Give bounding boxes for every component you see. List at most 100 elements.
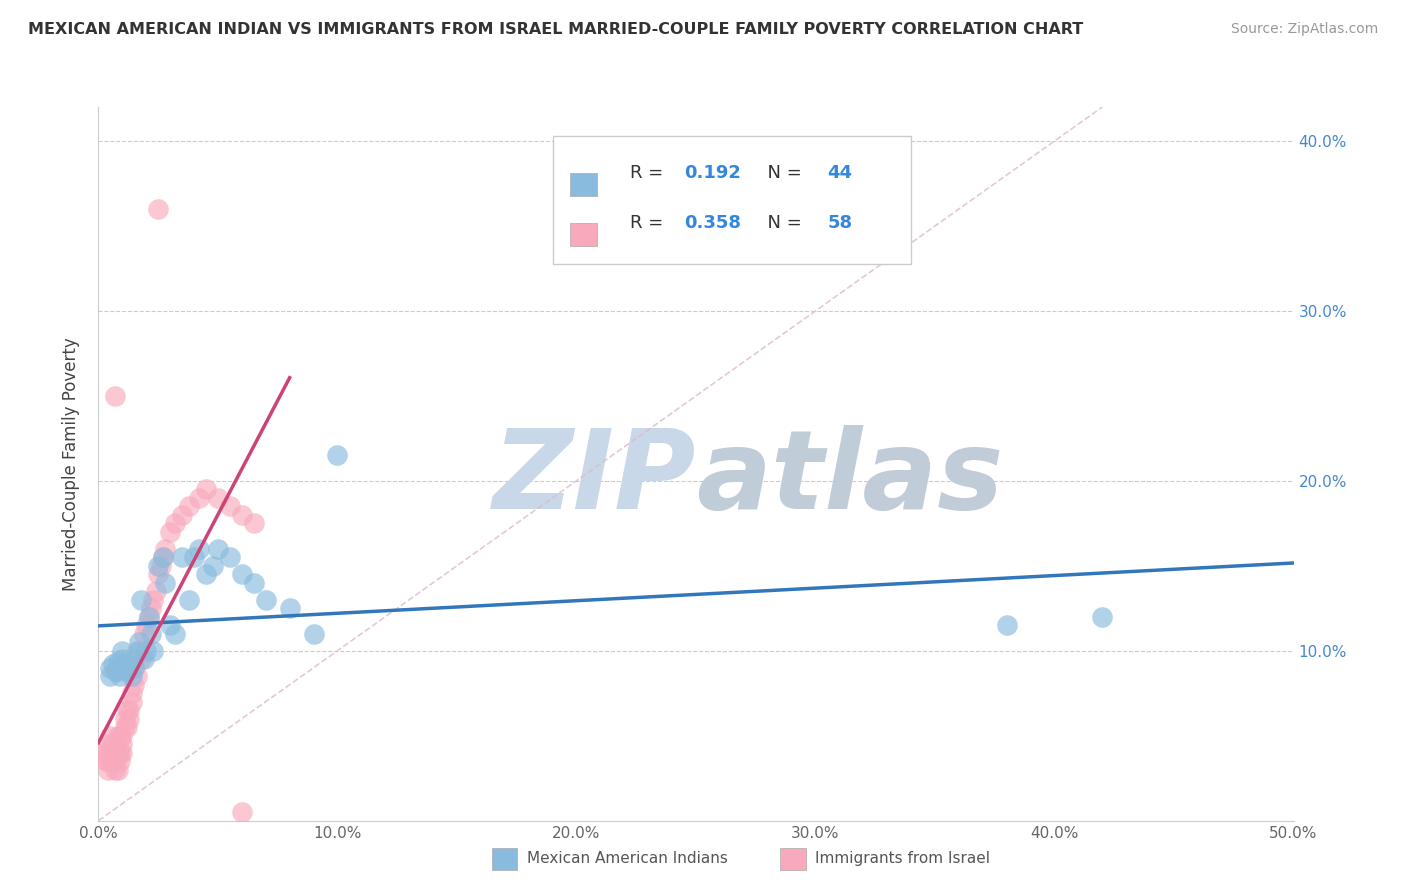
Point — [104, 746, 127, 760]
Point — [125, 669, 148, 683]
Point — [155, 541, 177, 556]
Point — [111, 746, 134, 760]
Point — [148, 558, 170, 573]
Point — [121, 686, 143, 700]
Bar — [571, 223, 596, 246]
Bar — [553, 136, 911, 264]
Point — [114, 712, 136, 726]
Point — [108, 729, 131, 743]
Point — [98, 661, 122, 675]
Point — [187, 491, 209, 505]
Point — [243, 575, 266, 590]
Text: atlas: atlas — [696, 425, 1004, 532]
Point — [124, 661, 146, 675]
Point — [149, 558, 172, 573]
Point — [118, 712, 141, 726]
Point — [219, 550, 242, 565]
Point — [115, 664, 138, 678]
Point — [145, 584, 167, 599]
Point — [148, 202, 170, 216]
Text: 44: 44 — [827, 164, 852, 182]
Point — [231, 508, 253, 522]
Point — [995, 618, 1018, 632]
Point — [97, 763, 120, 777]
Point — [121, 669, 143, 683]
Point — [128, 644, 150, 658]
Point — [128, 635, 150, 649]
Text: N =: N = — [756, 214, 807, 232]
Point — [155, 575, 177, 590]
Point — [159, 618, 181, 632]
Point — [131, 652, 153, 666]
Point — [125, 644, 148, 658]
Text: MEXICAN AMERICAN INDIAN VS IMMIGRANTS FROM ISRAEL MARRIED-COUPLE FAMILY POVERTY : MEXICAN AMERICAN INDIAN VS IMMIGRANTS FR… — [28, 22, 1084, 37]
Point — [194, 483, 218, 497]
Point — [254, 592, 277, 607]
Point — [172, 508, 194, 522]
Point — [243, 516, 266, 531]
Point — [207, 541, 229, 556]
Point — [152, 550, 174, 565]
Point — [138, 609, 160, 624]
Point — [107, 746, 129, 760]
Point — [135, 618, 157, 632]
Point — [108, 754, 131, 768]
Point — [179, 592, 201, 607]
Point — [148, 567, 170, 582]
Point — [163, 626, 186, 640]
Point — [108, 669, 131, 683]
Point — [159, 524, 181, 539]
Point — [111, 644, 134, 658]
Point — [187, 541, 209, 556]
Point — [326, 448, 349, 462]
Point — [94, 746, 117, 760]
Point — [98, 729, 122, 743]
Point — [302, 626, 325, 640]
Point — [104, 763, 127, 777]
Point — [118, 661, 141, 675]
Point — [101, 746, 124, 760]
Point — [231, 567, 253, 582]
Point — [194, 567, 218, 582]
Point — [118, 703, 141, 717]
Point — [107, 729, 129, 743]
Point — [98, 669, 122, 683]
Point — [172, 550, 194, 565]
Point — [114, 657, 136, 672]
Text: ZIP: ZIP — [492, 425, 696, 532]
Point — [91, 746, 114, 760]
Point — [108, 746, 131, 760]
Point — [107, 654, 129, 668]
Point — [142, 644, 165, 658]
Point — [115, 703, 138, 717]
Point — [202, 558, 225, 573]
Point — [124, 661, 146, 675]
Point — [111, 652, 134, 666]
Y-axis label: Married-Couple Family Poverty: Married-Couple Family Poverty — [62, 337, 80, 591]
Point — [131, 592, 153, 607]
Point — [101, 737, 124, 751]
Point — [138, 609, 160, 624]
Point — [139, 626, 162, 640]
Point — [1091, 609, 1114, 624]
Point — [104, 664, 127, 678]
Point — [98, 737, 122, 751]
Point — [142, 592, 165, 607]
Text: Source: ZipAtlas.com: Source: ZipAtlas.com — [1230, 22, 1378, 37]
Text: 0.192: 0.192 — [685, 164, 741, 182]
Point — [207, 491, 229, 505]
Text: N =: N = — [756, 164, 807, 182]
Point — [132, 652, 155, 666]
Point — [219, 500, 242, 514]
Text: R =: R = — [630, 164, 669, 182]
Point — [97, 754, 120, 768]
Point — [132, 626, 155, 640]
Point — [107, 664, 129, 678]
Point — [104, 389, 127, 403]
Point — [111, 729, 134, 743]
Point — [111, 737, 134, 751]
Point — [104, 754, 127, 768]
Point — [114, 720, 136, 734]
Point — [278, 601, 301, 615]
Point — [121, 695, 143, 709]
